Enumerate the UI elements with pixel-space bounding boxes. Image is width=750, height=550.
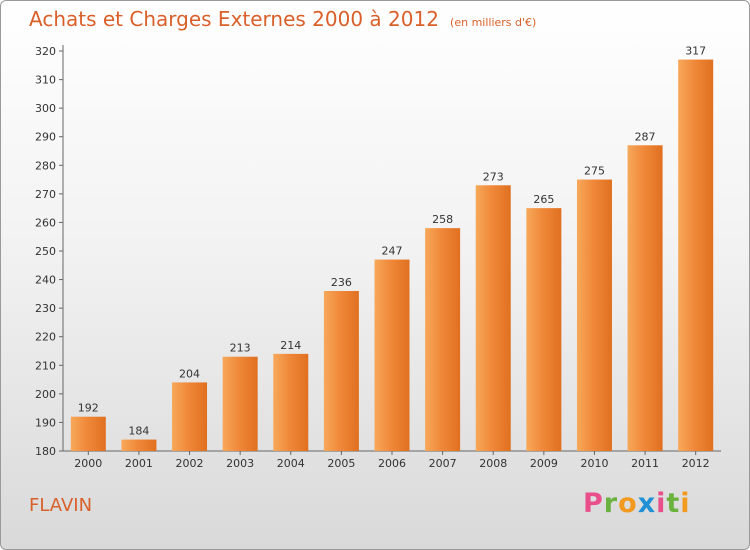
proxiti-logo: Proxiti — [583, 488, 691, 519]
data-label: 247 — [382, 245, 403, 258]
y-tick-label: 240 — [35, 274, 56, 287]
bar — [475, 185, 511, 452]
bar — [222, 356, 258, 451]
x-tick-label: 2009 — [530, 457, 558, 470]
data-label: 287 — [635, 130, 656, 143]
y-tick-label: 300 — [35, 102, 56, 115]
data-label: 192 — [78, 402, 99, 415]
logo-letter: P — [583, 488, 604, 519]
bar — [627, 145, 663, 452]
bar — [172, 382, 208, 451]
data-label: 258 — [432, 213, 453, 226]
bar — [323, 291, 359, 451]
y-tick-label: 210 — [35, 359, 56, 372]
logo-letter: i — [656, 488, 667, 519]
logo-letter: i — [680, 488, 691, 519]
y-tick-label: 260 — [35, 216, 56, 229]
logo-letter: x — [637, 488, 657, 519]
x-tick-label: 2007 — [429, 457, 457, 470]
y-tick-label: 310 — [35, 74, 56, 87]
data-label: 236 — [331, 276, 352, 289]
bar — [374, 259, 410, 451]
x-tick-label: 2012 — [682, 457, 710, 470]
chart-title: Achats et Charges Externes 2000 à 2012 (… — [29, 7, 536, 31]
y-tick-label: 290 — [35, 131, 56, 144]
y-tick-label: 230 — [35, 302, 56, 315]
x-tick-label: 2003 — [226, 457, 254, 470]
data-label: 204 — [179, 367, 200, 380]
y-tick-label: 180 — [35, 445, 56, 458]
bar — [425, 228, 461, 451]
logo-letter: t — [666, 488, 681, 519]
data-label: 213 — [230, 342, 251, 355]
x-tick-label: 2000 — [74, 457, 102, 470]
y-tick-label: 270 — [35, 188, 56, 201]
x-tick-label: 2008 — [479, 457, 507, 470]
y-tick-label: 190 — [35, 416, 56, 429]
y-tick-label: 320 — [35, 45, 56, 58]
logo-letter: o — [618, 488, 638, 519]
logo-letter: r — [603, 488, 619, 519]
y-tick-label: 280 — [35, 159, 56, 172]
bar — [121, 439, 157, 451]
y-tick-label: 220 — [35, 331, 56, 344]
data-label: 273 — [483, 170, 504, 183]
x-tick-label: 2005 — [327, 457, 355, 470]
bar — [678, 59, 714, 451]
x-tick-label: 2011 — [631, 457, 659, 470]
x-tick-label: 2010 — [580, 457, 608, 470]
title-main: Achats et Charges Externes 2000 à 2012 — [29, 7, 439, 31]
x-tick-label: 2006 — [378, 457, 406, 470]
bar — [576, 179, 612, 452]
y-tick-label: 250 — [35, 245, 56, 258]
bar — [526, 208, 562, 451]
title-unit: (en milliers d'€) — [450, 16, 537, 29]
x-tick-label: 2001 — [125, 457, 153, 470]
bar — [273, 353, 309, 451]
x-tick-label: 2004 — [277, 457, 305, 470]
data-label: 317 — [685, 45, 706, 58]
bar — [70, 416, 106, 451]
data-label: 265 — [533, 193, 554, 206]
data-label: 184 — [128, 425, 149, 438]
data-label: 275 — [584, 165, 605, 178]
data-label: 214 — [280, 339, 301, 352]
x-tick-label: 2002 — [176, 457, 204, 470]
commune-name: FLAVIN — [29, 495, 93, 516]
y-tick-label: 200 — [35, 388, 56, 401]
